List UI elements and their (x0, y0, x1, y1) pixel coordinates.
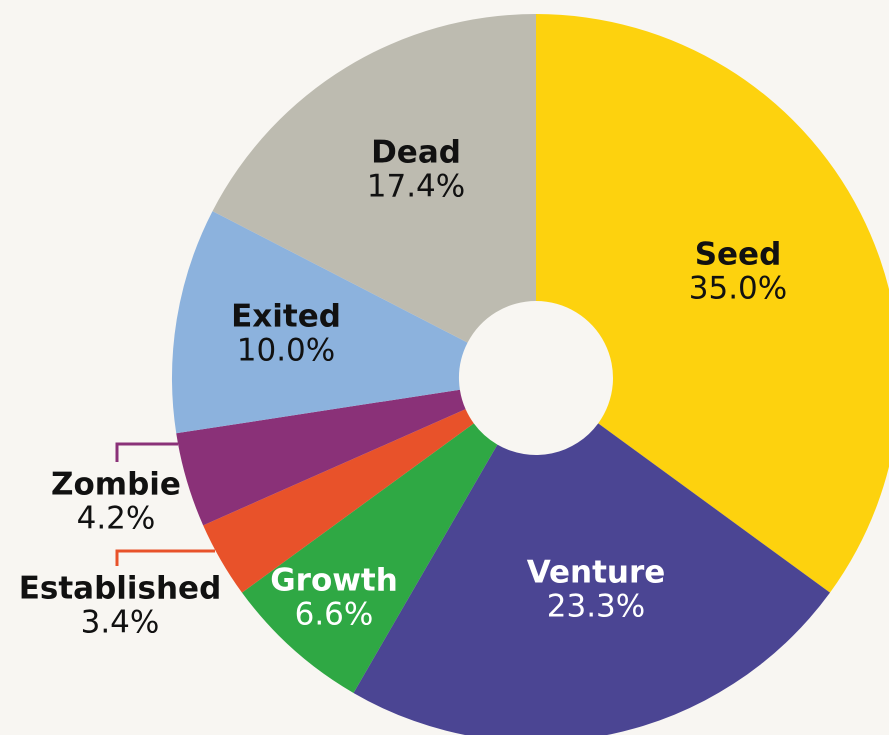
slice-label: Seed (695, 237, 782, 273)
value-label: 6.6% (295, 597, 374, 633)
slice-label: Venture (527, 555, 666, 591)
slice-label: Exited (231, 299, 341, 335)
slice-label: Growth (270, 563, 398, 599)
value-label: 10.0% (237, 333, 335, 369)
value-label: 4.2% (77, 501, 156, 537)
leader-line (115, 549, 215, 566)
pie-slice (212, 14, 536, 343)
value-label: 23.3% (547, 589, 645, 625)
pie-slice (536, 14, 889, 593)
pie-slice (203, 409, 474, 593)
value-label: 17.4% (367, 169, 465, 205)
pie-slice (241, 423, 498, 693)
pie-slice (172, 211, 468, 434)
pie-slice (353, 423, 831, 735)
slice-label: Dead (371, 135, 461, 171)
value-label: 35.0% (689, 271, 787, 307)
leader-line (115, 442, 178, 462)
slice-label: Established (19, 571, 222, 607)
slice-label: Zombie (51, 467, 181, 503)
pie-slice (176, 389, 466, 526)
value-label: 3.4% (81, 605, 160, 641)
